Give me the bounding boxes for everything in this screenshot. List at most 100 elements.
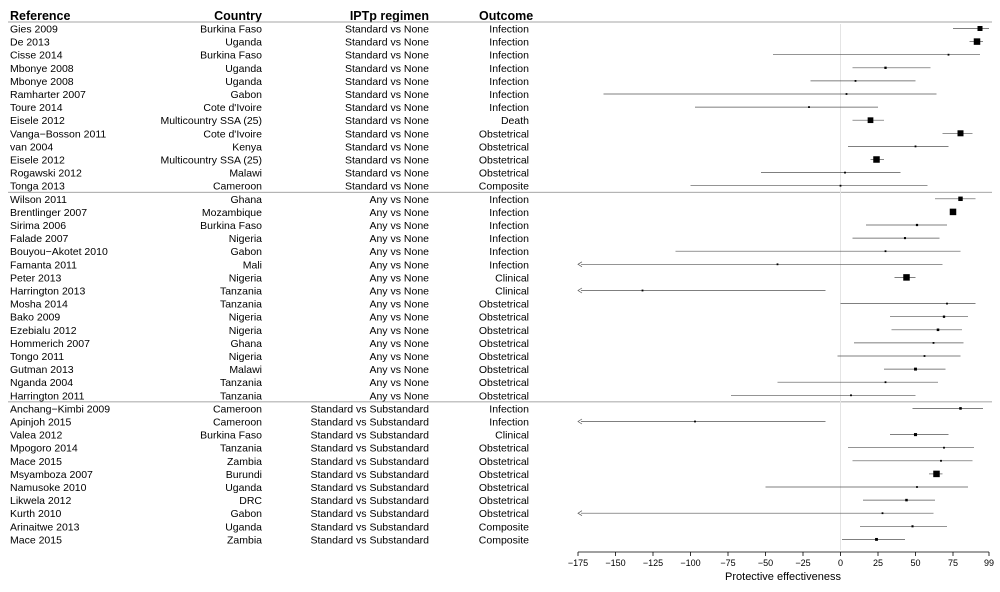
point-estimate [867, 117, 874, 124]
row-regimen: Any vs None [369, 377, 429, 389]
row-reference: Falade 2007 [10, 233, 69, 245]
x-tick-label: 25 [873, 558, 883, 568]
row-outcome: Clinical [495, 272, 529, 284]
row-reference: Famanta 2011 [10, 259, 77, 271]
row-outcome: Infection [489, 76, 529, 88]
rows-layer: Gies 2009 Burkina Faso Standard vs None Inf… [8, 24, 992, 546]
point-estimate [958, 196, 963, 202]
row-outcome: Infection [489, 233, 529, 245]
point-estimate [973, 38, 981, 45]
x-axis: −175 −150 −125 −100 −75 −50 −25 0 25 50 75 99 [568, 551, 994, 568]
row-country: Uganda [225, 482, 262, 494]
row-reference: Eisele 2012 [10, 155, 65, 167]
row-reference: Arinaitwe 2013 [10, 521, 80, 533]
header-outcome: Outcome [479, 9, 533, 23]
point-estimate [914, 145, 917, 148]
row-country: Cameroon [213, 181, 262, 193]
row-country: Gabon [230, 246, 262, 258]
point-estimate [875, 537, 878, 541]
row-outcome: Obstetrical [479, 456, 529, 468]
point-estimate [905, 498, 908, 502]
row-outcome: Death [501, 115, 529, 127]
row-regimen: Standard vs Substandard [311, 534, 430, 546]
row-country: Tanzania [220, 443, 262, 455]
row-outcome: Obstetrical [479, 128, 529, 140]
x-tick-label: 99 [984, 558, 994, 568]
row-outcome: Obstetrical [479, 482, 529, 494]
row-outcome: Infection [489, 194, 529, 206]
row-outcome: Infection [489, 50, 529, 62]
row-country: Uganda [225, 63, 262, 75]
point-estimate [947, 53, 950, 56]
row-regimen: Standard vs Substandard [311, 521, 430, 533]
row-country: Nigeria [229, 351, 262, 363]
row-regimen: Any vs None [369, 312, 429, 324]
row-reference: Harrington 2013 [10, 286, 85, 298]
point-estimate [694, 420, 696, 423]
x-tick-label: −175 [568, 558, 588, 568]
ci-arrow [577, 418, 583, 425]
row-country: Ghana [230, 338, 262, 350]
row-country: DRC [239, 495, 262, 507]
row-outcome: Infection [489, 220, 529, 232]
row-country: Burkina Faso [200, 430, 262, 442]
x-tick-label: −25 [795, 558, 810, 568]
row-reference: Bako 2009 [10, 312, 60, 324]
point-estimate [881, 512, 884, 515]
row-outcome: Obstetrical [479, 312, 529, 324]
point-estimate [940, 459, 942, 462]
header-regimen: IPTp regimen [350, 9, 429, 23]
row-regimen: Any vs None [369, 390, 429, 402]
row-reference: Anchang−Kimbi 2009 [10, 403, 110, 415]
row-regimen: Any vs None [369, 364, 429, 376]
row-outcome: Obstetrical [479, 338, 529, 350]
row-regimen: Standard vs None [345, 89, 429, 101]
ci-arrow [577, 287, 583, 294]
row-regimen: Any vs None [369, 207, 429, 219]
row-regimen: Any vs None [369, 286, 429, 298]
plot-layer [577, 24, 989, 550]
row-country: Tanzania [220, 286, 262, 298]
row-country: Malawi [229, 168, 262, 180]
row-reference: Gutman 2013 [10, 364, 74, 376]
row-outcome: Obstetrical [479, 495, 529, 507]
row-regimen: Any vs None [369, 259, 429, 271]
point-estimate [914, 367, 917, 371]
row-reference: Vanga−Bosson 2011 [10, 128, 106, 140]
row-country: Kenya [232, 141, 262, 153]
row-outcome: Infection [489, 207, 529, 219]
row-country: Cameroon [213, 403, 262, 415]
point-estimate [854, 80, 857, 82]
row-regimen: Standard vs Substandard [311, 508, 430, 520]
row-regimen: Any vs None [369, 220, 429, 232]
row-reference: Nganda 2004 [10, 377, 73, 389]
row-reference: Msyamboza 2007 [10, 469, 93, 481]
row-outcome: Infection [489, 246, 529, 258]
row-regimen: Any vs None [369, 325, 429, 337]
row-country: Tanzania [220, 377, 262, 389]
row-regimen: Standard vs None [345, 181, 429, 193]
row-regimen: Standard vs None [345, 76, 429, 88]
point-estimate [641, 289, 644, 292]
row-country: Nigeria [229, 233, 262, 245]
point-estimate [873, 156, 880, 163]
row-regimen: Standard vs None [345, 115, 429, 127]
row-country: Tanzania [220, 390, 262, 402]
row-outcome: Clinical [495, 430, 529, 442]
row-country: Zambia [227, 456, 262, 468]
point-estimate [949, 208, 957, 216]
row-reference: Mace 2015 [10, 534, 62, 546]
point-estimate [903, 237, 907, 240]
point-estimate [923, 355, 926, 357]
row-outcome: Obstetrical [479, 390, 529, 402]
row-reference: Tonga 2013 [10, 181, 65, 193]
row-outcome: Obstetrical [479, 377, 529, 389]
row-reference: Sirima 2006 [10, 220, 66, 232]
point-estimate [808, 106, 810, 108]
row-outcome: Obstetrical [479, 141, 529, 153]
row-reference: Ramharter 2007 [10, 89, 86, 101]
row-reference: Mbonye 2008 [10, 76, 74, 88]
row-regimen: Standard vs Substandard [311, 430, 430, 442]
row-country: Multicountry SSA (25) [160, 115, 262, 127]
